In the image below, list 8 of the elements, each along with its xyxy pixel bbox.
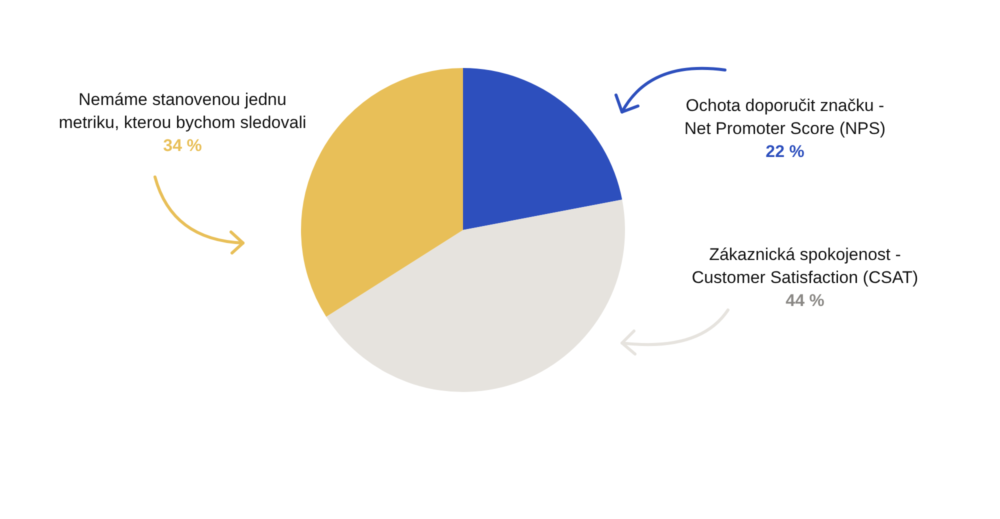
data-label: 34 %: [162, 135, 203, 157]
slice-label: Ochota doporučit značku - Net Promoter Score (NPS): [683, 95, 887, 140]
pie-slice: [463, 68, 622, 230]
slice-label: Zákaznická spokojenost - Customer Satisfaction (CSAT): [690, 244, 920, 289]
data-label: 44 %: [784, 290, 826, 312]
pie-slice: [326, 200, 625, 392]
slice-label: Nemáme stanovenou jednu metriku, kterou bychom sledovali: [58, 89, 308, 134]
data-label: 22 %: [764, 141, 806, 163]
